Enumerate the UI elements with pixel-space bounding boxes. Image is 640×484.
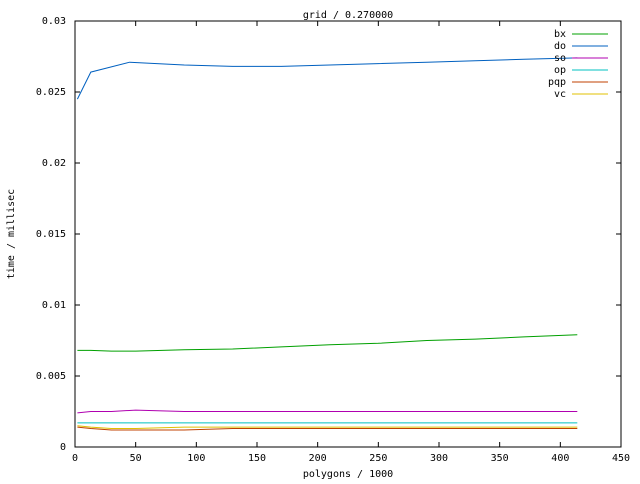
x-tick-label: 450 [612,453,630,464]
legend-label-so: so [554,53,566,64]
x-tick-label: 350 [491,453,509,464]
legend-label-do: do [554,41,566,52]
x-tick-label: 300 [430,453,448,464]
legend-label-op: op [554,65,566,76]
axis-ticks: 0 50 100 150 200 250 300 350 400 450 0 0.005 0.01 0.0… [36,16,630,464]
y-tick-label: 0.005 [36,371,66,382]
series-line-vc [77,425,578,429]
y-axis-label: time / millisec [6,189,17,279]
x-tick-label: 250 [369,453,387,464]
x-tick-label: 400 [551,453,569,464]
legend-label-vc: vc [554,89,566,100]
x-tick-label: 100 [187,453,205,464]
y-tick-label: 0.015 [36,229,66,240]
series-line-do [76,57,578,100]
x-axis-label: polygons / 1000 [303,469,393,480]
y-tick-label: 0.01 [42,300,66,311]
legend-label-bx: bx [554,29,566,40]
series-line-bx [77,334,578,352]
x-tick-label: 150 [248,453,266,464]
y-tick-label: 0 [60,442,66,453]
y-tick-label: 0.025 [36,87,66,98]
x-tick-label: 200 [309,453,327,464]
legend-label-pqp: pqp [548,77,566,88]
y-tick-label: 0.02 [42,158,66,169]
x-tick-label: 0 [72,453,78,464]
series-lines [76,57,578,431]
chart-title: grid / 0.270000 [303,10,393,21]
series-line-so [77,409,578,414]
x-tick-label: 50 [130,453,142,464]
y-tick-label: 0.03 [42,16,66,27]
series-line-pqp [77,426,578,431]
